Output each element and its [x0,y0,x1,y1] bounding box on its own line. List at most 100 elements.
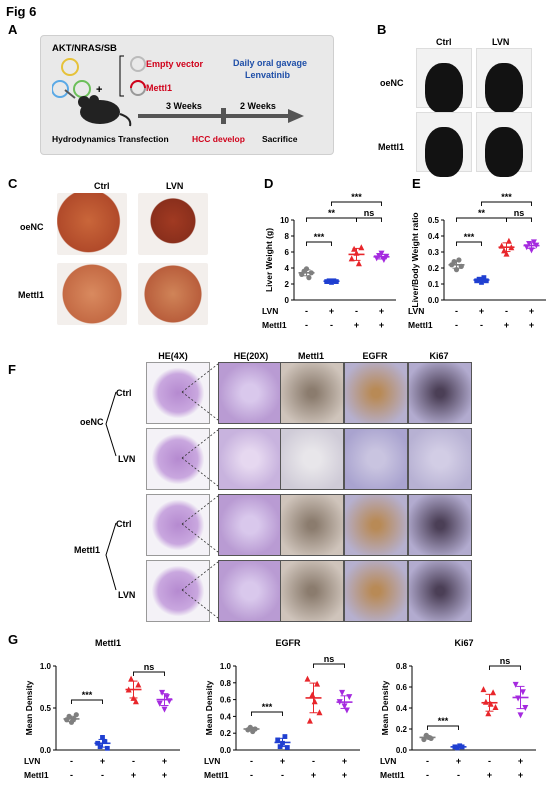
y-tick-label: 0.4 [220,712,232,721]
data-point [533,242,540,249]
sig-label: *** [82,690,93,700]
lvn-sign: - [312,756,315,766]
micrograph-ki67 [408,494,472,556]
data-point [336,699,343,706]
mettl1-sign: - [330,320,333,330]
micrograph-he20x [218,428,282,490]
liver-photo-mettl1-ctrl [57,263,127,325]
data-point [166,698,173,705]
micrograph-egfr [344,494,408,556]
data-point [358,244,365,251]
data-point [104,745,110,751]
y-tick-label: 0.2 [428,264,440,273]
data-point [505,237,512,244]
mettl1-sign: - [70,770,73,780]
sig-bracket [481,201,532,206]
c-col-lvn: LVN [166,181,184,191]
y-tick-label: 8 [285,232,290,241]
panel-label-e: E [412,176,421,191]
step1-label: Hydrodynamics Transfection [52,134,169,144]
mettl1-sign: + [487,770,492,780]
mettl1-sign: - [250,770,253,780]
lvn-sign: + [529,306,534,316]
he4x-thumb [146,362,210,424]
y-axis-label: Mean Density [380,680,390,735]
row-label-lvn: LVN [24,756,40,766]
y-tick-label: 0.4 [396,704,408,713]
panel-label-a: A [8,22,18,37]
micrograph-mettl1 [280,362,344,424]
sig-label: ns [514,208,525,218]
liver-photo-mettl1-lvn [138,263,208,325]
he4x-thumb [146,428,210,490]
y-axis-label: Liver Weight (g) [264,228,274,292]
data-point [479,280,484,285]
micrograph-egfr [344,560,408,622]
data-point [163,694,170,701]
data-point [135,681,142,688]
y-axis-label: Liver/Body Weight ratio [410,212,420,307]
data-point [314,680,321,687]
sig-bracket [427,725,459,730]
data-point [482,698,489,705]
f-header-mettl1: Mettl1 [297,351,324,361]
f-header-he4x: HE(4X) [158,351,188,361]
data-point [132,698,139,705]
he4x-thumb [146,560,210,622]
sig-label: ** [478,208,486,218]
data-point [501,247,508,254]
y-tick-label: 0 [285,296,290,305]
data-point [311,698,318,705]
mouse-photo-oenc-ctrl [416,48,472,113]
f-row-ctrl-1: Ctrl [116,388,132,398]
data-point [95,740,101,746]
data-point [130,694,137,701]
lvn-sign: - [70,756,73,766]
y-tick-label: 0.6 [220,696,232,705]
lvn-sign: - [505,306,508,316]
f-row-lvn-1: LVN [118,454,136,464]
micrograph-egfr [344,362,408,424]
data-point [341,703,348,710]
f-group-mettl1: Mettl1 [74,545,101,555]
sig-bracket [356,217,382,222]
micrograph-ki67 [408,362,472,424]
data-point [308,270,314,276]
step2-label: HCC develop [192,134,245,144]
micrograph-mettl1 [280,494,344,556]
y-tick-label: 0.4 [428,232,440,241]
data-point [378,250,385,257]
data-point [333,279,339,284]
chart-g-ki67: Ki67 0.0 0.2 0.4 0.6 0.8 Mean Density *** ns LVN M… [380,638,536,780]
chart-title: EGFR [275,638,301,648]
data-point [523,244,530,251]
f-group-brackets [105,391,117,591]
mettl1-vector-label: Mettl1 [146,83,173,93]
mettl1-sign: + [518,770,523,780]
data-point [277,744,283,750]
micrograph-egfr [344,428,408,490]
data-point [508,244,515,251]
mettl1-sign: + [162,770,167,780]
mettl1-sign: - [480,320,483,330]
data-point [515,695,522,702]
data-point [353,249,360,256]
chart-g-mettl1: Mettl1 0.0 0.5 1.0 Mean Density *** ns LVN Mettl… [24,638,180,780]
data-point [303,266,310,272]
f-header-he20x: HE(20X) [233,351,269,361]
micrograph-he20x [218,560,282,622]
data-point [343,707,350,714]
sig-bracket [306,241,332,246]
plus-sign: + [96,84,102,96]
mettl1-sign: - [455,320,458,330]
data-point [428,735,434,742]
c-col-ctrl: Ctrl [94,181,110,191]
data-point [517,712,524,719]
gavage-label: Daily oral gavage [233,58,308,68]
lvn-sign: - [132,756,135,766]
mouse-icon [64,89,132,127]
lvn-sign: - [355,306,358,316]
panel-label-f: F [8,362,16,377]
weeks2-label: 2 Weeks [240,101,276,111]
data-point [528,247,535,254]
